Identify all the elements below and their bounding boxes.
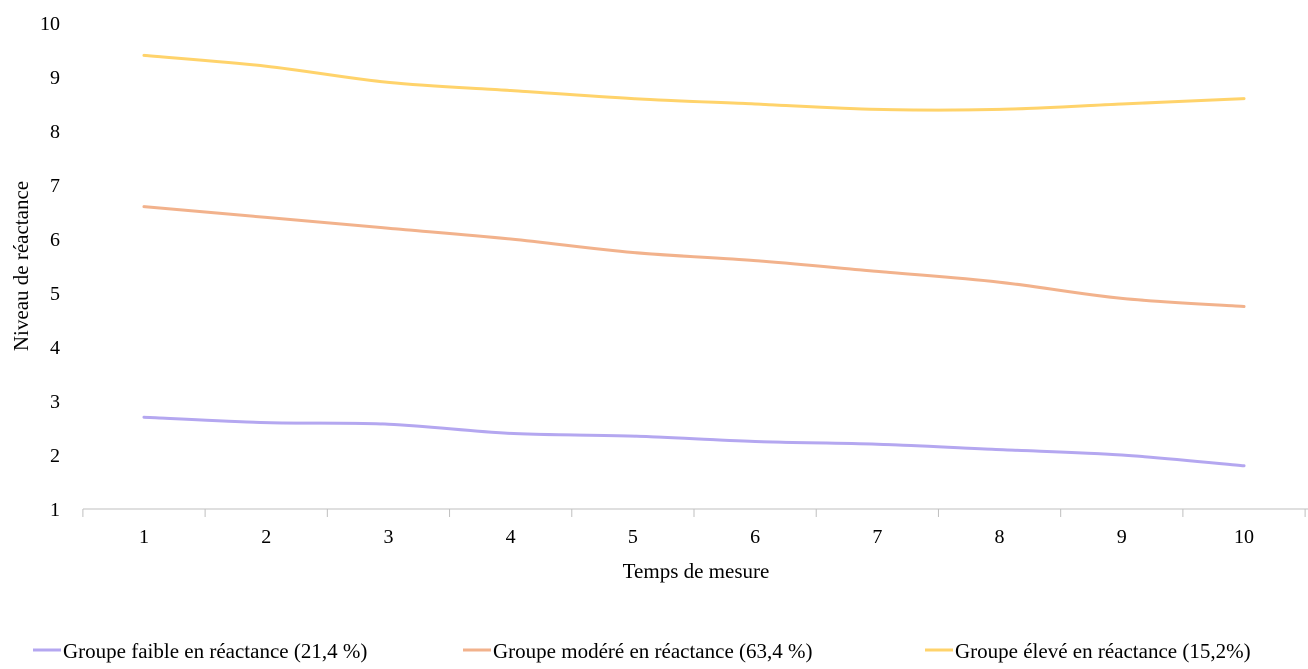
series-line-3 xyxy=(142,53,1246,112)
x-axis-title: Temps de mesure xyxy=(623,559,770,583)
y-axis-ticks: 1 2 3 4 5 6 7 8 9 10 xyxy=(40,13,60,521)
x-tick-label: 6 xyxy=(750,526,760,548)
y-tick-label: 1 xyxy=(50,499,60,521)
x-tick-label: 2 xyxy=(261,526,271,548)
x-tick-label: 1 xyxy=(139,526,149,548)
y-axis-title: Niveau de réactance xyxy=(9,181,33,351)
legend-label-1: Groupe faible en réactance (21,4 %) xyxy=(63,639,367,663)
y-tick-label: 9 xyxy=(50,67,60,89)
y-tick-label: 8 xyxy=(50,121,60,143)
x-tick-label: 10 xyxy=(1234,526,1254,548)
x-tick-label: 3 xyxy=(383,526,393,548)
y-tick-label: 2 xyxy=(50,445,60,467)
y-tick-label: 3 xyxy=(50,391,60,413)
series-layer xyxy=(142,53,1246,468)
y-tick-label: 5 xyxy=(50,283,60,305)
series-line-2 xyxy=(142,205,1246,308)
x-axis: 1 2 3 4 5 6 7 8 9 10 xyxy=(82,508,1308,548)
legend: Groupe faible en réactance (21,4 %) Group… xyxy=(33,639,1251,663)
legend-label-2: Groupe modéré en réactance (63,4 %) xyxy=(493,639,813,663)
x-tick-label: 7 xyxy=(872,526,882,548)
legend-label-3: Groupe élevé en réactance (15,2%) xyxy=(955,639,1251,663)
x-tick-label: 8 xyxy=(995,526,1005,548)
series-line-1 xyxy=(142,415,1246,468)
y-tick-label: 6 xyxy=(50,229,60,251)
y-tick-label: 7 xyxy=(50,175,60,197)
y-tick-label: 10 xyxy=(40,13,60,35)
x-tick-label: 5 xyxy=(628,526,638,548)
x-tick-label: 9 xyxy=(1117,526,1127,548)
y-tick-label: 4 xyxy=(50,337,60,359)
x-tick-label: 4 xyxy=(506,526,516,548)
